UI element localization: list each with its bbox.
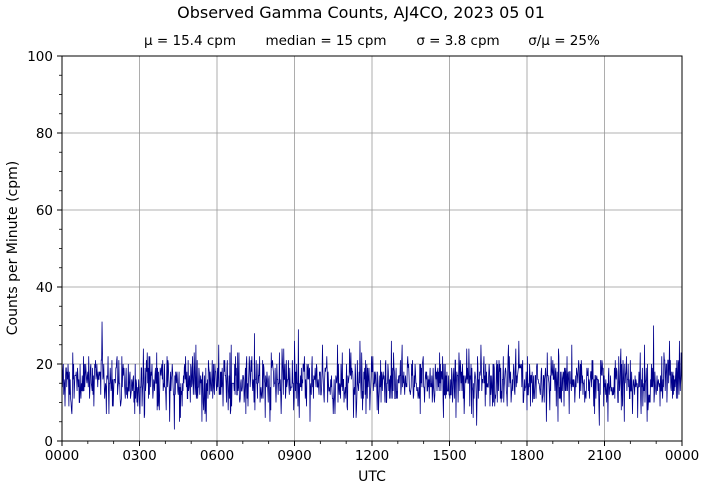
subtitle-cv: σ/μ = 25% xyxy=(528,33,600,49)
y-tick-label: 100 xyxy=(27,49,53,65)
y-tick-label: 0 xyxy=(44,434,53,450)
y-tick-label: 20 xyxy=(36,357,53,373)
x-tick-label: 0000 xyxy=(665,448,699,464)
subtitle-mean: μ = 15.4 cpm xyxy=(144,33,236,49)
y-tick-label: 80 xyxy=(36,126,53,142)
subtitle-std: σ = 3.8 cpm xyxy=(416,33,499,49)
x-tick-label: 0600 xyxy=(200,448,234,464)
x-tick-label: 2100 xyxy=(587,448,621,464)
y-tick-label: 40 xyxy=(36,280,53,296)
grid-lines xyxy=(61,55,683,442)
data-series xyxy=(61,321,683,430)
x-axis-label: UTC xyxy=(358,469,386,485)
y-axis-label: Counts per Minute (cpm) xyxy=(5,161,21,335)
x-tick-label: 0000 xyxy=(45,448,79,464)
axis-ticks: 0000 0300 0600 0900 1200 1500 1800 2100 00000204… xyxy=(27,49,699,464)
subtitle-median: median = 15 cpm xyxy=(265,33,386,49)
x-tick-label: 1500 xyxy=(432,448,466,464)
x-tick-label: 1800 xyxy=(510,448,544,464)
x-tick-label: 0300 xyxy=(122,448,156,464)
chart-title: Observed Gamma Counts, AJ4CO, 2023 05 01 xyxy=(177,3,545,22)
y-tick-label: 60 xyxy=(36,203,53,219)
x-tick-label: 0900 xyxy=(277,448,311,464)
series-line xyxy=(61,321,683,430)
x-tick-label: 1200 xyxy=(355,448,389,464)
